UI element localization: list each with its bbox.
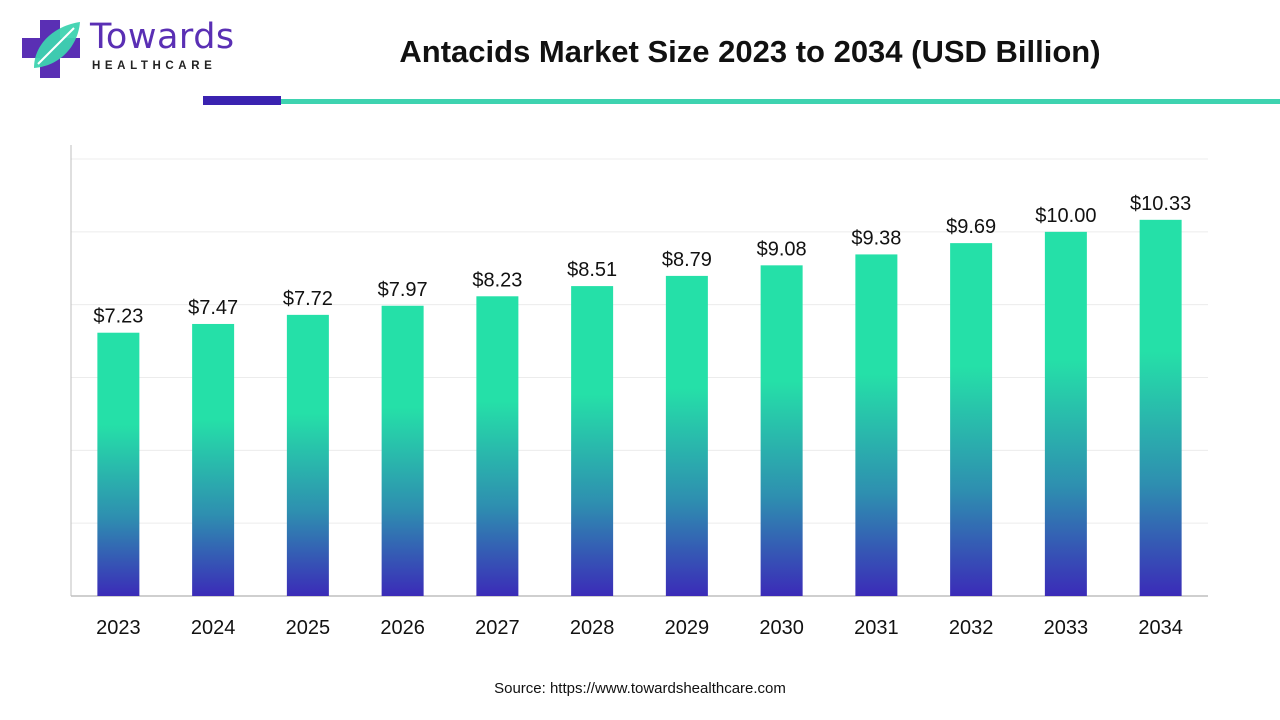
title-rule-teal [281, 99, 1280, 104]
bar [571, 286, 614, 596]
medical-cross-icon [22, 20, 80, 78]
x-tick-label: 2029 [665, 617, 710, 639]
bar [381, 305, 424, 596]
data-label: $8.79 [662, 249, 712, 271]
bar [192, 323, 235, 596]
brand-name: Towards [90, 17, 235, 57]
x-tick-label: 2026 [380, 617, 425, 639]
x-tick-label: 2024 [191, 617, 236, 639]
data-label: $9.69 [946, 216, 996, 238]
data-label: $7.47 [188, 297, 238, 319]
x-tick-label: 2028 [570, 617, 615, 639]
x-tick-label: 2031 [854, 617, 899, 639]
data-label: $9.08 [757, 238, 807, 260]
brand-tagline: HEALTHCARE [92, 60, 217, 72]
bar [950, 243, 993, 596]
x-tick-label: 2034 [1138, 617, 1183, 639]
data-label: $8.51 [567, 259, 617, 281]
x-tick-label: 2023 [96, 617, 141, 639]
data-label: $10.00 [1035, 205, 1096, 227]
source-note: Source: https://www.towardshealthcare.co… [494, 680, 786, 697]
page-title: Antacids Market Size 2023 to 2034 (USD B… [399, 34, 1101, 69]
bar [97, 332, 140, 596]
x-tick-label: 2032 [949, 617, 994, 639]
x-tick-label: 2025 [286, 617, 331, 639]
x-tick-label: 2033 [1044, 617, 1089, 639]
data-label: $8.23 [472, 269, 522, 291]
data-label: $7.97 [378, 279, 428, 301]
x-tick-label: 2027 [475, 617, 520, 639]
title-rule-dark [203, 96, 281, 105]
bar [1139, 219, 1182, 596]
bar [665, 275, 708, 596]
bar [476, 296, 519, 596]
data-label: $7.72 [283, 288, 333, 310]
brand-logo: Towards HEALTHCARE [20, 18, 235, 80]
bar [286, 314, 329, 596]
data-label: $10.33 [1130, 193, 1191, 215]
bar [855, 254, 898, 596]
bar [1044, 231, 1087, 597]
bar [760, 265, 803, 596]
x-tick-label: 2030 [759, 617, 804, 639]
data-label: $9.38 [851, 227, 901, 249]
data-label: $7.23 [93, 306, 143, 328]
